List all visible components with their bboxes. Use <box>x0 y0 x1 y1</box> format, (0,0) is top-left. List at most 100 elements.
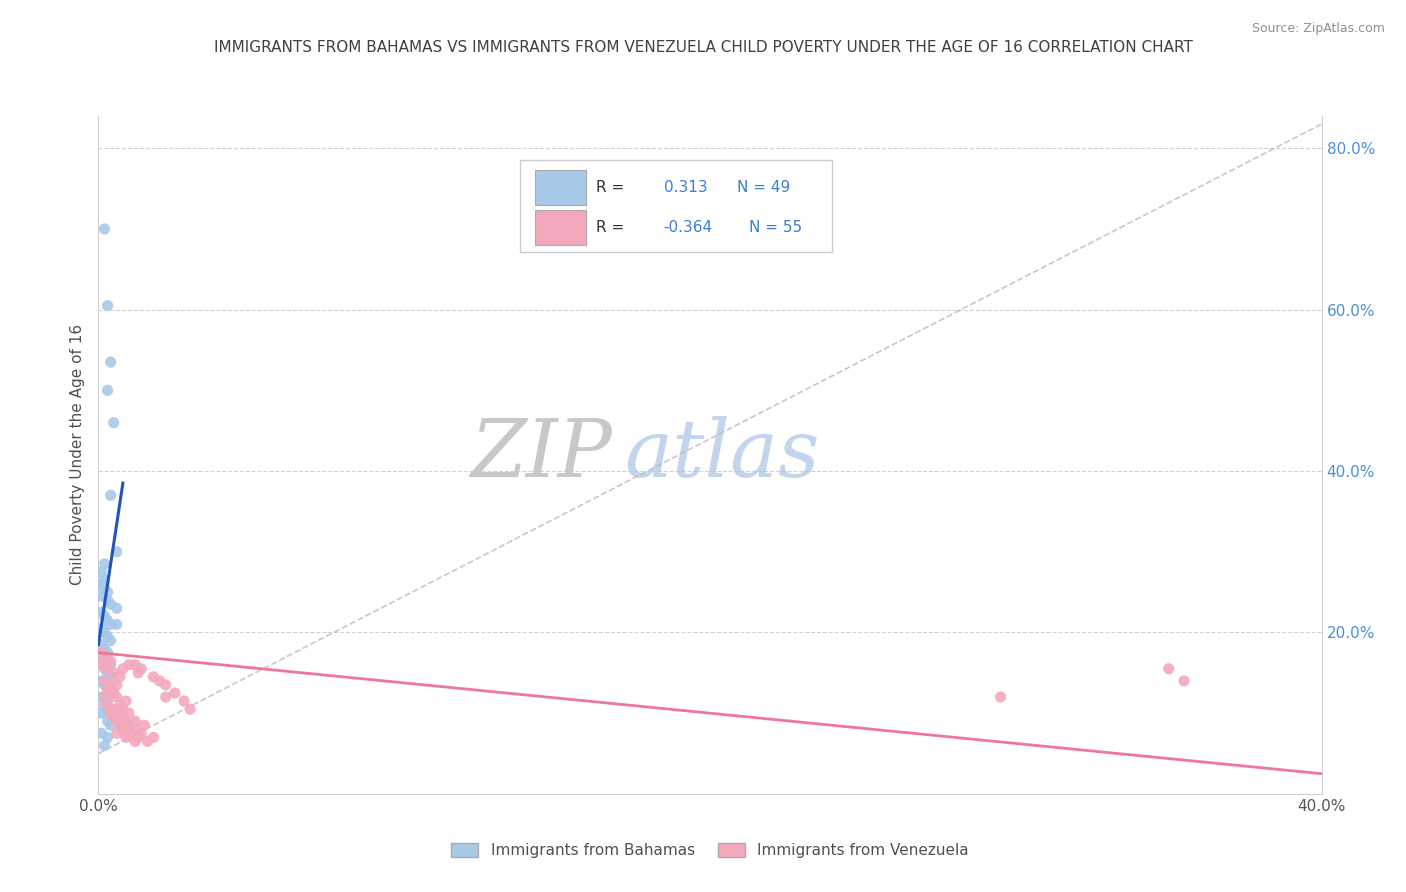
Point <box>90 646 112 660</box>
Point <box>90 605 112 619</box>
Point <box>100 597 122 611</box>
Bar <box>536 210 586 244</box>
Point <box>97 654 120 668</box>
Point <box>97 646 120 660</box>
Point <box>129 726 152 740</box>
Point <box>163 686 186 700</box>
Point <box>118 726 141 740</box>
Point <box>108 698 131 712</box>
Point <box>93 609 115 624</box>
Point <box>115 694 138 708</box>
Point <box>90 565 112 579</box>
Point <box>90 638 112 652</box>
Point <box>136 734 159 748</box>
Point <box>97 613 120 627</box>
Point <box>90 706 112 721</box>
Point <box>97 384 120 398</box>
Point <box>118 657 141 672</box>
Point <box>118 718 141 732</box>
Point <box>93 739 115 753</box>
Point <box>111 702 134 716</box>
Point <box>97 665 120 680</box>
Point <box>108 706 131 721</box>
Point <box>990 690 1012 704</box>
Point <box>124 734 146 748</box>
Point <box>105 545 128 559</box>
Point <box>93 698 115 712</box>
Text: -0.364: -0.364 <box>664 219 713 235</box>
Point <box>90 622 112 636</box>
Point <box>129 662 152 676</box>
Point <box>90 649 112 664</box>
Point <box>93 222 115 236</box>
Bar <box>536 170 586 205</box>
Point <box>155 690 177 704</box>
Point <box>93 649 115 664</box>
Point <box>100 633 122 648</box>
Point <box>93 662 115 676</box>
Point <box>97 694 120 708</box>
Point <box>97 702 120 716</box>
Point <box>97 585 120 599</box>
Point <box>103 710 125 724</box>
Point <box>97 299 120 313</box>
Point <box>105 690 128 704</box>
Point <box>97 731 120 745</box>
Point <box>124 723 146 737</box>
Point <box>90 589 112 603</box>
Point <box>93 581 115 595</box>
Point <box>103 686 125 700</box>
Point <box>100 718 122 732</box>
Point <box>97 681 120 696</box>
Text: ZIP: ZIP <box>471 417 612 493</box>
Point <box>142 670 165 684</box>
Point <box>105 678 128 692</box>
Point <box>90 690 112 704</box>
Text: N = 49: N = 49 <box>737 180 790 195</box>
Point <box>179 702 201 716</box>
Point <box>100 654 122 668</box>
Point <box>127 731 149 745</box>
Point <box>134 718 156 732</box>
Point <box>93 678 115 692</box>
Point <box>93 573 115 587</box>
Point <box>124 657 146 672</box>
Point <box>90 673 112 688</box>
Text: N = 55: N = 55 <box>749 219 803 235</box>
Legend: Immigrants from Bahamas, Immigrants from Venezuela: Immigrants from Bahamas, Immigrants from… <box>444 837 976 864</box>
Point <box>108 718 131 732</box>
Text: atlas: atlas <box>624 417 820 493</box>
Point <box>100 355 122 369</box>
Point <box>103 416 125 430</box>
Point <box>93 673 115 688</box>
Point <box>108 670 131 684</box>
Point <box>105 726 128 740</box>
Point <box>105 601 128 615</box>
Point <box>90 577 112 591</box>
Point <box>1157 662 1180 676</box>
Point <box>93 641 115 656</box>
Point <box>90 726 112 740</box>
Point <box>100 670 122 684</box>
Point <box>118 706 141 721</box>
Point <box>100 686 122 700</box>
Point <box>100 657 122 672</box>
Point <box>1173 673 1195 688</box>
Point <box>97 681 120 696</box>
Point <box>111 723 134 737</box>
Point <box>149 673 172 688</box>
Point <box>105 714 128 729</box>
Point <box>100 678 122 692</box>
Bar <box>520 160 832 252</box>
Point <box>93 690 115 704</box>
Point <box>97 714 120 729</box>
Point <box>97 698 120 712</box>
Point <box>111 710 134 724</box>
Point <box>97 630 120 644</box>
Point <box>93 557 115 571</box>
Point <box>93 625 115 640</box>
Point <box>103 702 125 716</box>
Text: R =: R = <box>596 180 630 195</box>
Point <box>115 714 138 729</box>
Point <box>100 488 122 502</box>
